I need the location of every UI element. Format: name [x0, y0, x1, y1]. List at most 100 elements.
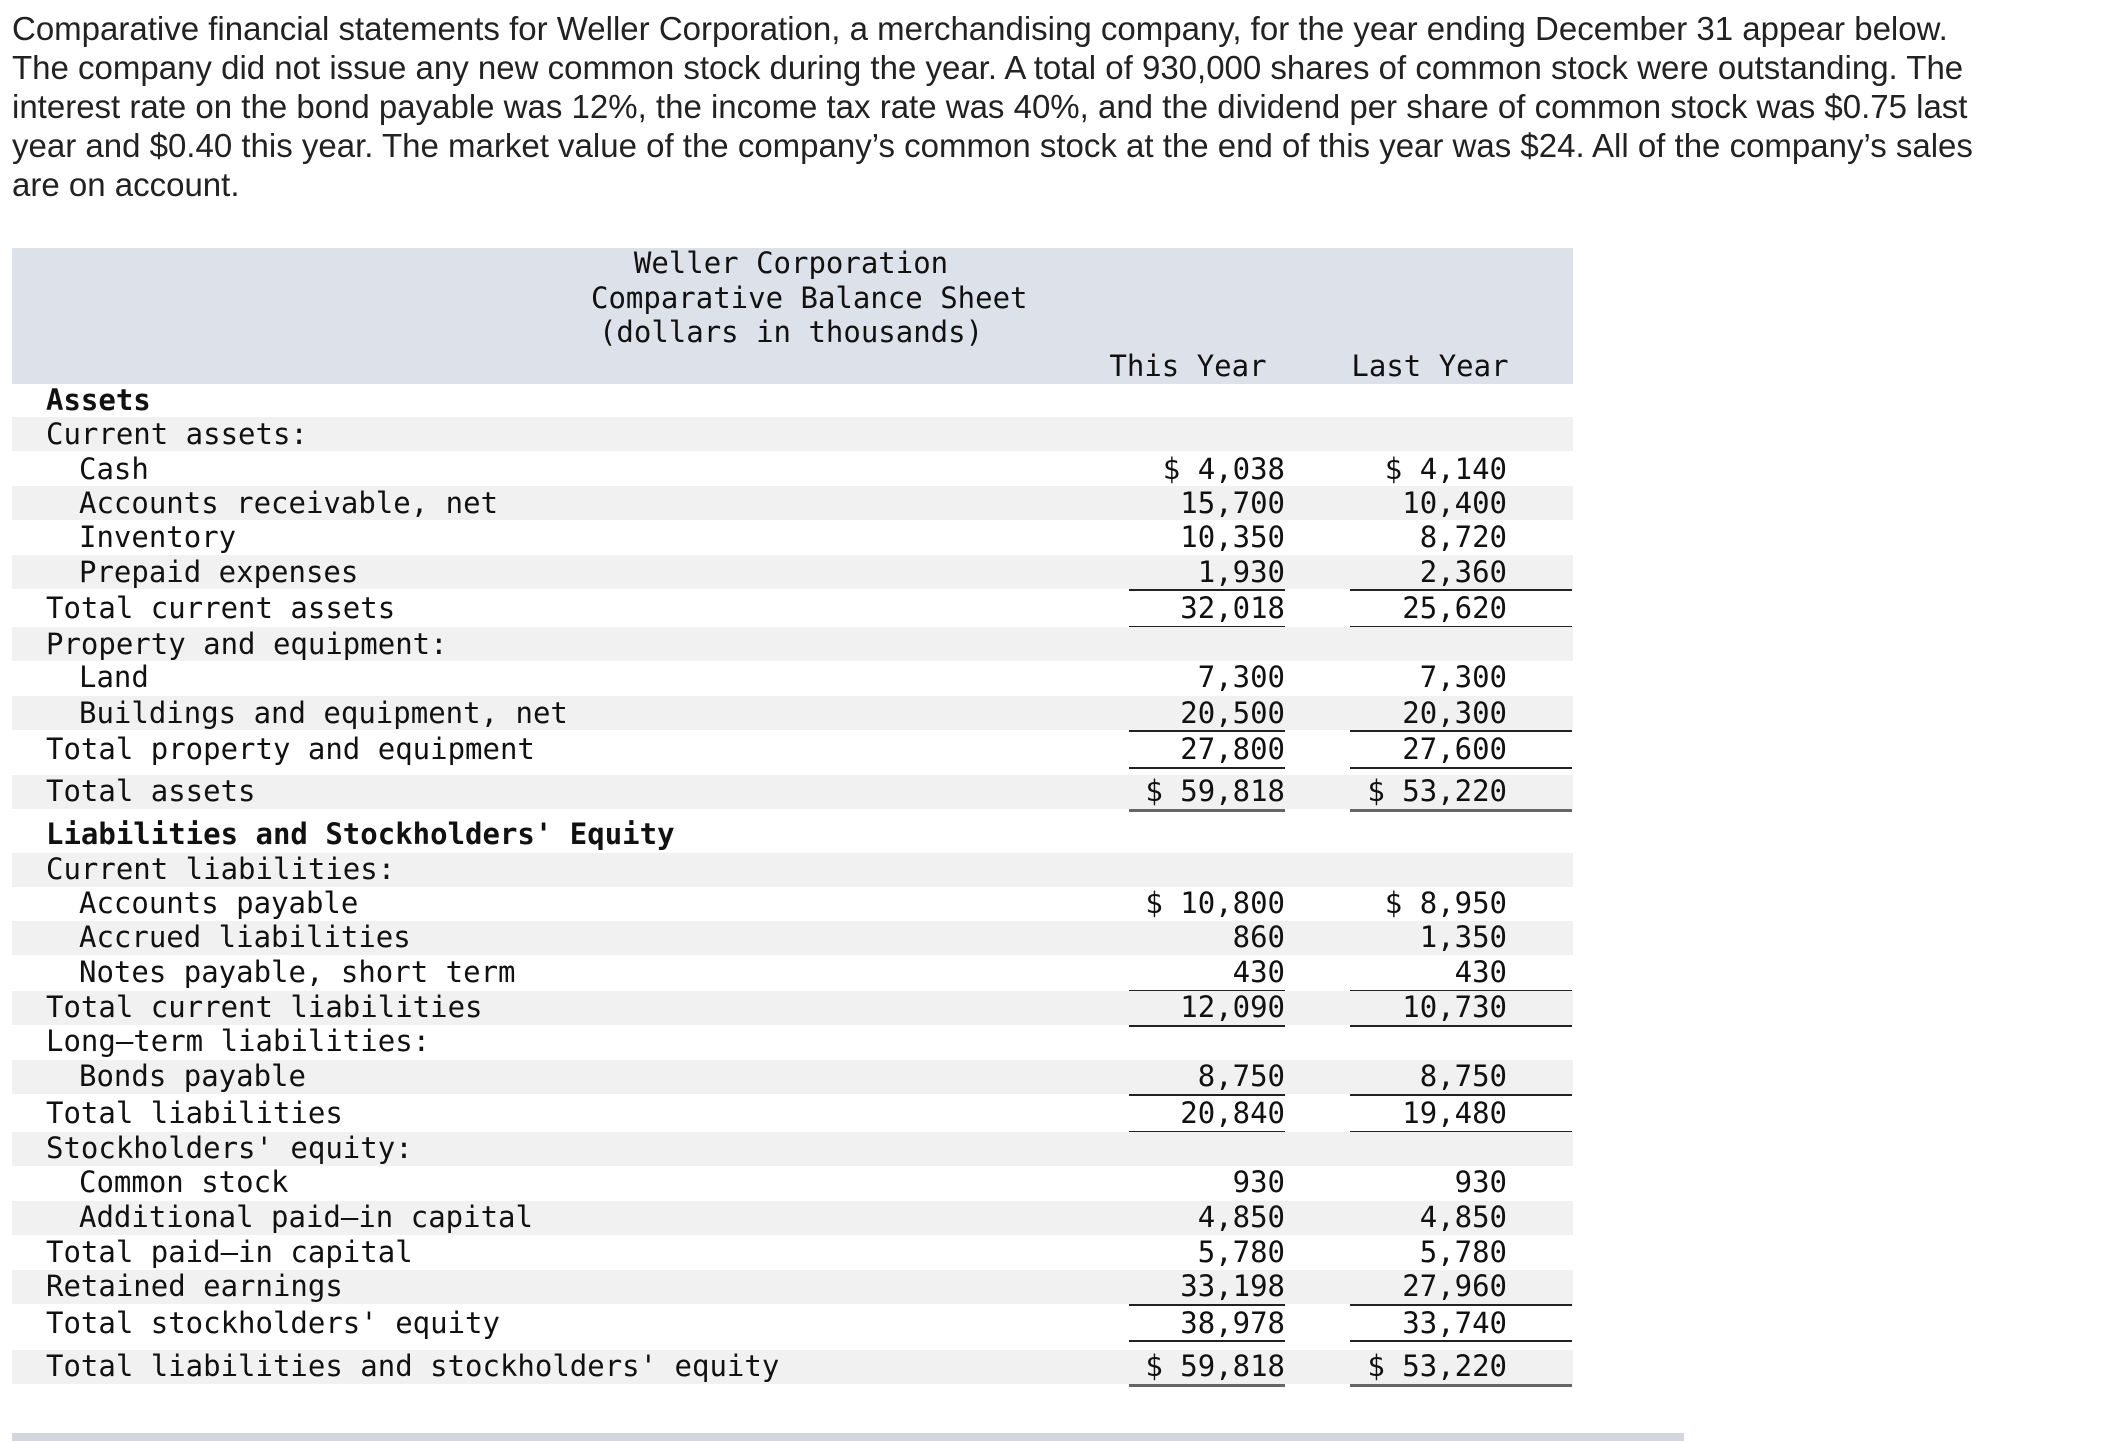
cell-value: $ 59,818 [1145, 774, 1285, 808]
cell-value: $ 53,220 [1367, 1349, 1507, 1384]
cell-value: 4,850 [1197, 1200, 1285, 1235]
underline [1350, 589, 1572, 592]
cell-value: 430 [1232, 955, 1285, 990]
underline [1350, 1303, 1572, 1306]
row-stripe [12, 852, 1573, 887]
underline [1350, 1383, 1572, 1387]
intro-line: The company did not issue any new common… [12, 49, 1964, 86]
row-label: Inventory [79, 519, 237, 554]
row-label: Accrued liabilities [79, 920, 411, 955]
underline [1129, 1024, 1285, 1027]
intro-line: are on account. [12, 166, 240, 203]
table-header [12, 248, 1573, 384]
row-stripe [12, 627, 1573, 662]
cell-value: 7,300 [1419, 660, 1507, 695]
row-stripe [12, 1200, 1573, 1235]
row-label: Land [79, 660, 149, 695]
cell-value: 10,730 [1402, 990, 1507, 1025]
row-label: Common stock [79, 1165, 289, 1200]
cell-value: 25,620 [1402, 591, 1507, 626]
underline [1129, 1093, 1285, 1096]
underline [1129, 808, 1285, 812]
cell-value: 12,090 [1180, 990, 1285, 1025]
cell-value: 20,500 [1180, 695, 1285, 730]
underline [1350, 730, 1572, 733]
table-title: (dollars in thousands) [598, 315, 984, 349]
row-label: Property and equipment: [46, 626, 448, 661]
next-table-header [12, 1433, 1684, 1441]
cell-value: $ 10,800 [1145, 886, 1285, 921]
cell-value: $ 4,038 [1162, 451, 1285, 486]
row-label: Total property and equipment [46, 732, 535, 767]
cell-value: 860 [1232, 920, 1285, 955]
cell-value: 10,400 [1402, 485, 1507, 520]
cell-value: 32,018 [1180, 591, 1285, 626]
cell-value: 930 [1454, 1165, 1507, 1200]
cell-value: 20,300 [1402, 695, 1507, 730]
underline [1350, 989, 1572, 992]
row-label: Current assets: [46, 416, 308, 451]
cell-value: 1,930 [1197, 554, 1285, 589]
cell-value: 15,700 [1180, 485, 1285, 520]
row-label: Accounts payable [79, 886, 359, 921]
row-label: Total liabilities [46, 1096, 343, 1131]
row-label: Retained earnings [46, 1269, 343, 1304]
row-stripe [12, 696, 1573, 731]
underline [1129, 1383, 1285, 1387]
row-label: Total current assets [46, 591, 396, 626]
cell-value: 1,350 [1419, 920, 1507, 955]
column-header: This Year [1109, 349, 1267, 383]
row-label: Accounts receivable, net [79, 485, 499, 520]
row-label: Bonds payable [79, 1059, 306, 1094]
row-label: Total stockholders' equity [46, 1305, 500, 1340]
row-stripe [12, 920, 1573, 955]
row-label: Long–term liabilities: [46, 1024, 431, 1059]
cell-value: 27,600 [1402, 732, 1507, 767]
cell-value: 27,800 [1180, 732, 1285, 767]
underline [1129, 1130, 1285, 1133]
underline [1350, 766, 1572, 769]
row-label: Buildings and equipment, net [79, 695, 568, 730]
cell-value: 4,850 [1419, 1200, 1507, 1235]
row-label: Total assets [46, 774, 256, 808]
table-title: Comparative Balance Sheet [591, 280, 1028, 315]
underline [1350, 808, 1572, 812]
cell-value: 8,720 [1419, 519, 1507, 554]
underline [1129, 989, 1285, 992]
row-stripe [12, 555, 1573, 590]
cell-value: 27,960 [1402, 1269, 1507, 1304]
row-stripe [12, 1131, 1573, 1166]
row-stripe [12, 1059, 1573, 1094]
underline [1350, 1093, 1572, 1096]
table-title: Weller Corporation [633, 246, 949, 280]
underline [1129, 589, 1285, 592]
row-label: Cash [79, 451, 149, 486]
cell-value: 430 [1454, 955, 1507, 990]
row-stripe [12, 1269, 1573, 1304]
row-label: Additional paid–in capital [79, 1200, 533, 1235]
cell-value: 930 [1232, 1165, 1285, 1200]
cell-value: 8,750 [1197, 1059, 1285, 1094]
cell-value: $ 8,950 [1384, 886, 1507, 921]
intro-line: Comparative financial statements for Wel… [12, 10, 1948, 47]
cell-value: 7,300 [1197, 660, 1285, 695]
row-label: Liabilities and Stockholders' Equity [46, 817, 675, 852]
cell-value: 10,350 [1180, 519, 1285, 554]
underline [1350, 1024, 1572, 1027]
underline [1129, 730, 1285, 733]
row-stripe [12, 1349, 1573, 1384]
cell-value: $ 4,140 [1384, 451, 1507, 486]
column-header: Last Year [1351, 349, 1509, 383]
cell-value: 5,780 [1197, 1235, 1285, 1270]
underline [1129, 625, 1285, 628]
cell-value: 33,740 [1402, 1305, 1507, 1340]
row-stripe [12, 774, 1573, 809]
cell-value: $ 59,818 [1145, 1349, 1285, 1384]
intro-line: year and $0.40 this year. The market val… [12, 127, 1973, 164]
cell-value: 33,198 [1180, 1269, 1285, 1304]
row-label: Notes payable, short term [79, 955, 516, 990]
row-label: Total current liabilities [46, 990, 483, 1025]
cell-value: 20,840 [1180, 1096, 1285, 1131]
cell-value: $ 53,220 [1367, 774, 1507, 808]
